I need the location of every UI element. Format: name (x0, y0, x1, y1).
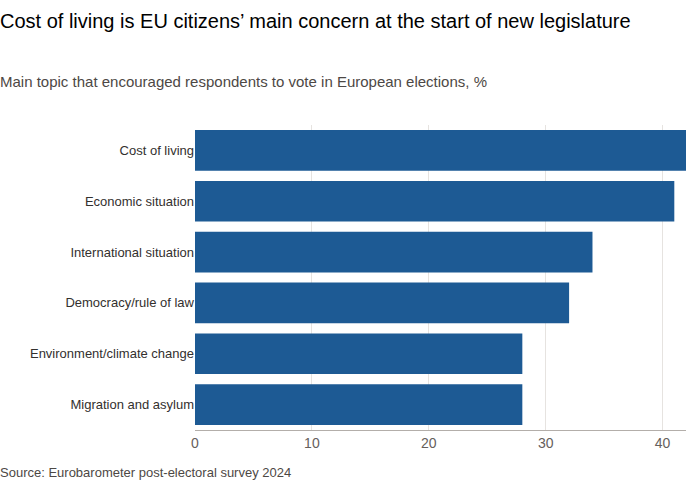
svg-text:Economic situation: Economic situation (85, 194, 194, 209)
svg-text:Cost of living: Cost of living (120, 143, 194, 158)
svg-text:Migration and asylum: Migration and asylum (70, 397, 194, 412)
html-text:Cost of living is EU citizens’: Cost of living is EU citizens’ main conc… (0, 10, 631, 32)
svg-text:10: 10 (304, 435, 320, 451)
svg-text:20: 20 (421, 435, 437, 451)
html-text:Source: Eurobarometer post-ele: Source: Eurobarometer post-electoral sur… (0, 465, 292, 480)
svg-text:International situation: International situation (70, 245, 194, 260)
svg-text:30: 30 (538, 435, 554, 451)
html-text:Main topic that encouraged res: Main topic that encouraged respondents t… (0, 73, 487, 90)
svg-text:Environment/climate change: Environment/climate change (30, 346, 194, 361)
svg-text:40: 40 (655, 435, 671, 451)
svg-text:Democracy/rule of law: Democracy/rule of law (65, 295, 194, 310)
svg-text:0: 0 (191, 435, 199, 451)
